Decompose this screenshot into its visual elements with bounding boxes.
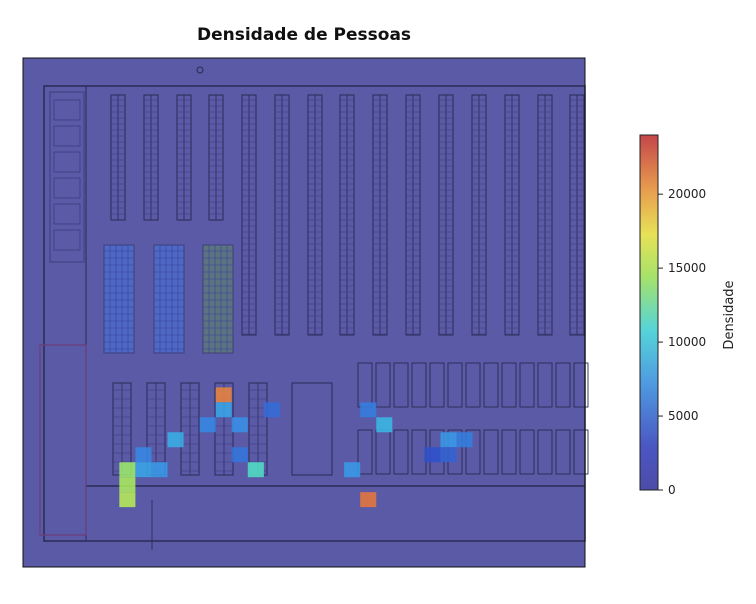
right-rack	[375, 362, 391, 408]
office-room	[53, 203, 81, 225]
right-rack	[483, 429, 499, 475]
heatmap-cell	[344, 462, 361, 478]
right-rack	[393, 429, 409, 475]
colorbar-gradient	[639, 134, 659, 491]
right-rack	[465, 429, 481, 475]
right-rack	[501, 429, 517, 475]
right-rack	[357, 429, 373, 475]
office-room	[53, 229, 81, 251]
heatmap-cells	[119, 387, 473, 508]
right-rack	[555, 429, 571, 475]
right-rack	[429, 362, 445, 408]
pallet-zone-fill	[153, 244, 185, 354]
heatmap-cell	[135, 447, 152, 463]
rack-column	[372, 94, 388, 336]
heatmap-cell	[151, 462, 168, 478]
heatmap-cell	[135, 462, 152, 478]
heatmap-frame	[22, 57, 586, 568]
right-rack	[537, 429, 553, 475]
pallet-zone-fill	[202, 244, 234, 354]
rack-column	[208, 94, 224, 221]
colorbar-tick-label: 20000	[668, 187, 706, 201]
heatmap-cell	[167, 432, 184, 448]
right-rack	[519, 429, 535, 475]
heatmap-cell	[215, 387, 232, 403]
office-block	[49, 91, 85, 263]
rack-column	[504, 94, 520, 336]
floor-marker	[196, 66, 204, 74]
colorbar-tick-label: 15000	[668, 261, 706, 275]
rack-column	[537, 94, 553, 336]
rack-column	[274, 94, 290, 336]
right-rack	[411, 362, 427, 408]
floor-plan-overlay	[39, 66, 589, 550]
office-room	[53, 125, 81, 147]
rack-column	[176, 94, 192, 221]
heatmap-cell	[440, 432, 457, 448]
pallet-zone	[153, 244, 185, 354]
colorbar-tick-label: 0	[668, 483, 676, 497]
heatmap-cell	[440, 447, 457, 463]
chart-title: Densidade de Pessoas	[197, 25, 411, 45]
rack-column	[438, 94, 454, 336]
right-rack	[573, 362, 589, 408]
colorbar-tick-label: 5000	[668, 409, 699, 423]
rack-column	[569, 94, 585, 336]
heatmap-cell	[231, 447, 248, 463]
right-rack	[501, 362, 517, 408]
heatmap-cell	[119, 492, 136, 508]
heatmap-cell	[231, 417, 248, 433]
heatmap-cell	[119, 462, 136, 478]
right-rack	[573, 429, 589, 475]
office-room	[53, 177, 81, 199]
right-rack	[393, 362, 409, 408]
right-rack	[555, 362, 571, 408]
colorbar-label: Densidade	[722, 280, 737, 349]
right-rack	[483, 362, 499, 408]
right-rack	[537, 362, 553, 408]
office-room	[53, 99, 81, 121]
heatmap-area	[22, 57, 589, 568]
colorbar-ticks: 0 5000 10000 15000 20000	[658, 187, 706, 497]
rack-column	[339, 94, 355, 336]
office-room	[53, 151, 81, 173]
right-rack	[519, 362, 535, 408]
pallet-zone-fill	[103, 244, 135, 354]
pallet-zone	[202, 244, 234, 354]
office-block	[39, 344, 87, 536]
heatmap-cell	[199, 417, 216, 433]
right-rack	[465, 362, 481, 408]
lower-rack	[180, 382, 200, 476]
rack-column	[143, 94, 159, 221]
heatmap-cell	[119, 477, 136, 493]
heatmap-cell	[424, 447, 441, 463]
colorbar-tick-label: 10000	[668, 335, 706, 349]
heatmap-cell	[376, 417, 393, 433]
heatmap-cell	[360, 402, 377, 418]
heatmap-cell	[215, 402, 232, 418]
pallet-zone	[103, 244, 135, 354]
rack-column	[110, 94, 126, 221]
lower-rack-outline	[291, 382, 333, 476]
heatmap-cell	[456, 432, 473, 448]
rack-column	[241, 94, 257, 336]
rack-column	[307, 94, 323, 336]
right-rack	[447, 362, 463, 408]
rack-column	[471, 94, 487, 336]
heatmap-cell	[360, 492, 377, 508]
heatmap-cell	[263, 402, 280, 418]
rack-column	[405, 94, 421, 336]
colorbar: 0 5000 10000 15000 20000 Densidade	[639, 134, 737, 497]
heatmap-cell	[247, 462, 264, 478]
